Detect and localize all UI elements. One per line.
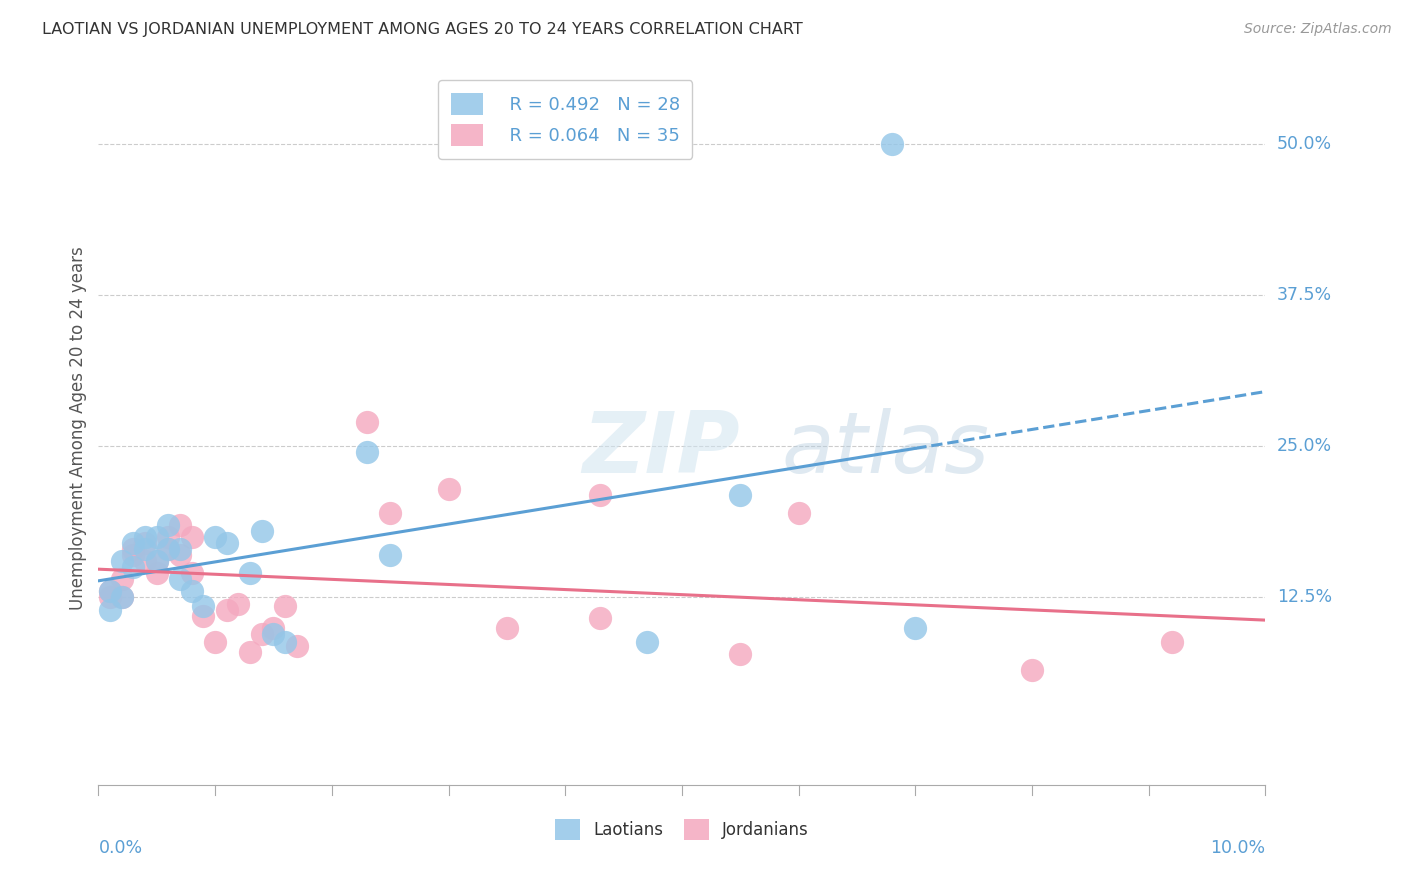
Point bbox=[146, 554, 169, 568]
Point bbox=[204, 635, 226, 649]
Point bbox=[134, 542, 156, 557]
Text: 0.0%: 0.0% bbox=[98, 839, 142, 857]
Point bbox=[730, 648, 752, 662]
Point bbox=[589, 488, 612, 502]
Point bbox=[134, 530, 156, 544]
Point bbox=[215, 536, 238, 550]
Point bbox=[589, 611, 612, 625]
Point bbox=[169, 517, 191, 532]
Point bbox=[356, 445, 378, 459]
Text: 25.0%: 25.0% bbox=[1277, 437, 1333, 455]
Point bbox=[169, 572, 191, 586]
Point bbox=[98, 591, 121, 605]
Point bbox=[274, 635, 297, 649]
Point bbox=[636, 635, 658, 649]
Point bbox=[180, 566, 202, 581]
Point bbox=[437, 482, 460, 496]
Point bbox=[157, 530, 180, 544]
Point bbox=[122, 542, 145, 557]
Y-axis label: Unemployment Among Ages 20 to 24 years: Unemployment Among Ages 20 to 24 years bbox=[69, 246, 87, 610]
Point bbox=[262, 621, 284, 635]
Text: LAOTIAN VS JORDANIAN UNEMPLOYMENT AMONG AGES 20 TO 24 YEARS CORRELATION CHART: LAOTIAN VS JORDANIAN UNEMPLOYMENT AMONG … bbox=[42, 22, 803, 37]
Point bbox=[239, 645, 262, 659]
Point bbox=[146, 554, 169, 568]
Point bbox=[787, 506, 810, 520]
Point bbox=[134, 554, 156, 568]
Point bbox=[380, 506, 402, 520]
Text: ZIP: ZIP bbox=[582, 408, 741, 491]
Text: 12.5%: 12.5% bbox=[1277, 589, 1333, 607]
Point bbox=[215, 602, 238, 616]
Point bbox=[228, 597, 250, 611]
Point bbox=[496, 621, 519, 635]
Point bbox=[1021, 663, 1043, 677]
Point bbox=[146, 566, 169, 581]
Point bbox=[111, 591, 134, 605]
Point bbox=[904, 621, 927, 635]
Point bbox=[285, 639, 308, 653]
Point bbox=[193, 608, 215, 623]
Point bbox=[193, 599, 215, 613]
Point bbox=[98, 584, 121, 599]
Point bbox=[380, 548, 402, 562]
Point bbox=[122, 548, 145, 562]
Point bbox=[111, 591, 134, 605]
Legend: Laotians, Jordanians: Laotians, Jordanians bbox=[547, 811, 817, 848]
Point bbox=[122, 536, 145, 550]
Text: 10.0%: 10.0% bbox=[1211, 839, 1265, 857]
Point bbox=[250, 627, 273, 641]
Point bbox=[262, 627, 284, 641]
Text: Source: ZipAtlas.com: Source: ZipAtlas.com bbox=[1244, 22, 1392, 37]
Point bbox=[169, 548, 191, 562]
Point bbox=[274, 599, 297, 613]
Point bbox=[730, 488, 752, 502]
Point bbox=[1161, 635, 1184, 649]
Point bbox=[880, 136, 903, 151]
Point bbox=[157, 517, 180, 532]
Point bbox=[98, 584, 121, 599]
Point bbox=[250, 524, 273, 538]
Point bbox=[180, 530, 202, 544]
Text: atlas: atlas bbox=[782, 408, 988, 491]
Text: 37.5%: 37.5% bbox=[1277, 286, 1333, 304]
Point bbox=[146, 530, 169, 544]
Text: 50.0%: 50.0% bbox=[1277, 135, 1333, 153]
Point bbox=[157, 542, 180, 557]
Point bbox=[356, 415, 378, 429]
Point bbox=[157, 542, 180, 557]
Point bbox=[180, 584, 202, 599]
Point bbox=[122, 560, 145, 574]
Point bbox=[134, 536, 156, 550]
Point bbox=[98, 602, 121, 616]
Point bbox=[111, 572, 134, 586]
Point bbox=[169, 542, 191, 557]
Point bbox=[204, 530, 226, 544]
Point bbox=[111, 554, 134, 568]
Point bbox=[239, 566, 262, 581]
